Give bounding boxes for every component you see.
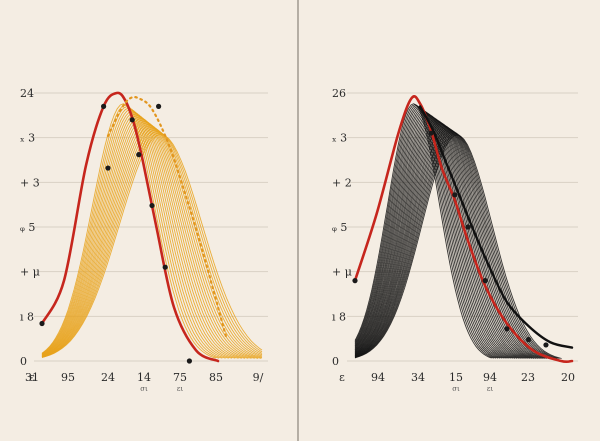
right-density-line — [354, 108, 505, 359]
right-density-line — [354, 104, 494, 359]
left-data-point — [156, 103, 162, 109]
right-density-line — [354, 129, 552, 359]
left-density-line — [41, 117, 249, 359]
right-y-tick-label: + 2 — [332, 176, 352, 189]
right-data-point — [452, 192, 458, 198]
left-density-line — [41, 125, 263, 359]
right-x-tick-label: 23 — [521, 371, 535, 384]
right-black-series — [418, 105, 574, 349]
right-y-tick-label: ᵩ 5 — [332, 221, 347, 234]
right-y-tick-label: 26 — [332, 87, 346, 100]
left-data-point — [101, 103, 107, 109]
left-x-tick-label: ε — [29, 371, 35, 384]
right-density-line — [354, 133, 560, 359]
left-data-point — [136, 152, 142, 158]
right-y-tick-label: + μ — [332, 266, 352, 279]
right-x-tick-label: 20 — [561, 371, 575, 384]
right-data-point — [543, 342, 549, 348]
left-y-tick-label: 0 — [20, 355, 27, 368]
left-density-line — [41, 112, 236, 359]
right-density-line — [354, 132, 558, 359]
left-x-tick-label: 9/ — [253, 371, 264, 384]
left-density-line — [41, 129, 263, 358]
left-chart-panel: 24 ₓ 3 + 3 ᵩ 5 + μ ı 8 0ε 95 24 14 75 85 9/31 σι ει — [20, 87, 268, 393]
left-y-tick-label: 24 — [20, 87, 34, 100]
right-x-tick-label: 15 — [449, 371, 463, 384]
right-x-tick-sublabel: σι — [452, 385, 460, 393]
right-x-tick-label: 94 — [371, 371, 385, 384]
left-density-line — [41, 110, 233, 359]
left-y-tick-label: ᵩ 5 — [20, 221, 35, 234]
left-data-point — [162, 264, 168, 270]
right-data-point — [504, 326, 510, 332]
left-data-point — [129, 117, 135, 123]
left-x-tick-label: 85 — [209, 371, 223, 384]
right-density-line — [354, 110, 509, 359]
right-data-point — [482, 278, 488, 284]
right-x-tick-label: ε — [339, 371, 345, 384]
right-data-point — [428, 130, 434, 136]
left-density-line — [41, 113, 239, 359]
left-density-line — [41, 120, 255, 359]
right-data-point — [526, 336, 532, 343]
left-red-series — [40, 91, 220, 363]
right-y-tick-label: 0 — [332, 355, 339, 368]
right-red-series — [353, 95, 574, 364]
right-data-point — [352, 278, 358, 284]
left-density-line — [41, 131, 263, 358]
right-y-tick-label: ₓ 3 — [332, 132, 347, 145]
left-x-tick-sublabel: σι — [140, 385, 148, 393]
right-x-tick-label: 94 — [483, 371, 497, 384]
left-y-tick-label: + 3 — [20, 176, 40, 189]
left-y-tick-label: + μ — [20, 266, 40, 279]
left-x-tick-sublabel: ει — [177, 385, 184, 393]
right-density-line — [354, 127, 547, 359]
right-density-line — [354, 103, 492, 359]
right-density-line — [354, 134, 562, 359]
right-x-tick-label: 34 — [411, 371, 425, 384]
right-chart-panel: 26 ₓ 3 + 2 ᵩ 5 + μ ı 8 0ε 94 34 15 94 23 20 σι ει — [332, 87, 578, 393]
left-x-tick-label: 75 — [173, 371, 187, 384]
right-data-point — [465, 224, 471, 230]
left-density-line — [41, 133, 263, 358]
right-density-line — [354, 125, 541, 359]
left-y-tick-label: ı 8 — [20, 310, 34, 323]
left-density-line — [41, 126, 263, 358]
right-density-line — [354, 130, 554, 359]
left-x-tick-label: 14 — [137, 371, 151, 384]
right-density-line — [354, 112, 514, 359]
left-x-tick-label: 95 — [61, 371, 75, 384]
left-density-line — [41, 119, 252, 359]
left-x-tick-label: 31 — [25, 371, 39, 384]
left-density-line — [41, 116, 246, 359]
left-y-tick-label: ₓ 3 — [20, 132, 35, 145]
left-density-line — [41, 114, 242, 359]
right-x-tick-sublabel: ει — [487, 385, 494, 393]
left-density-line — [41, 128, 263, 358]
left-dotted-series — [106, 95, 228, 341]
right-y-tick-label: ı 8 — [332, 310, 346, 323]
left-density-line — [41, 122, 259, 359]
left-data-point — [39, 320, 45, 327]
left-data-point — [149, 202, 155, 209]
left-density-line — [41, 132, 263, 358]
left-density-line — [41, 109, 229, 359]
left-data-point — [105, 165, 111, 171]
left-data-point — [186, 358, 192, 364]
left-x-tick-label: 24 — [101, 371, 115, 384]
